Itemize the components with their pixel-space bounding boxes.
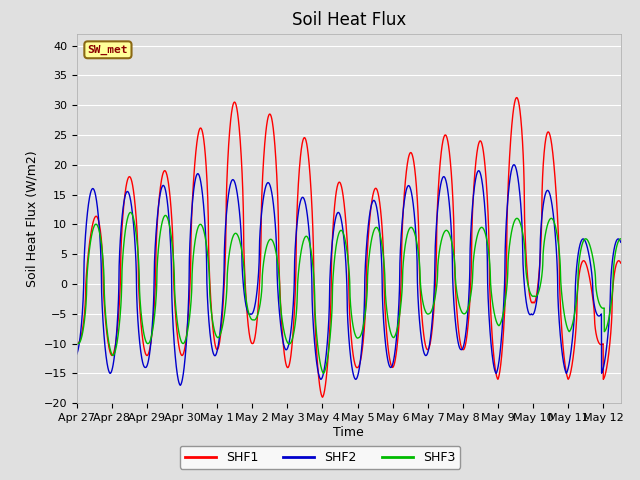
SHF3	[617, 236, 625, 242]
SHF2	[501, 248, 509, 253]
SHF1	[467, 287, 474, 292]
SHF1	[73, 341, 81, 347]
Line: SHF3: SHF3	[77, 213, 621, 373]
Text: SW_met: SW_met	[88, 45, 128, 55]
SHF2	[177, 383, 184, 388]
SHF1	[184, 314, 192, 320]
SHF1	[501, 297, 509, 303]
SHF3	[534, 291, 542, 297]
Y-axis label: Soil Heat Flux (W/m2): Soil Heat Flux (W/m2)	[25, 150, 38, 287]
SHF3	[467, 293, 474, 299]
SHF3	[127, 210, 134, 216]
SHF3	[502, 298, 509, 303]
SHF2	[510, 162, 518, 168]
SHF3	[73, 341, 81, 347]
SHF1	[534, 282, 542, 288]
SHF1	[513, 95, 520, 100]
SHF3	[611, 252, 619, 258]
SHF3	[419, 299, 426, 304]
SHF2	[467, 237, 474, 242]
SHF1	[611, 267, 619, 273]
Title: Soil Heat Flux: Soil Heat Flux	[292, 11, 406, 29]
SHF2	[73, 351, 81, 357]
SHF1	[617, 260, 625, 266]
SHF2	[534, 288, 542, 293]
Legend: SHF1, SHF2, SHF3: SHF1, SHF2, SHF3	[180, 446, 460, 469]
SHF1	[319, 394, 326, 400]
Line: SHF2: SHF2	[77, 165, 621, 385]
Line: SHF1: SHF1	[77, 97, 621, 397]
SHF2	[617, 240, 625, 245]
X-axis label: Time: Time	[333, 426, 364, 439]
SHF3	[184, 324, 192, 329]
SHF2	[184, 303, 192, 309]
SHF3	[320, 371, 328, 376]
SHF2	[611, 242, 619, 248]
SHF2	[419, 344, 426, 349]
SHF1	[419, 321, 426, 326]
